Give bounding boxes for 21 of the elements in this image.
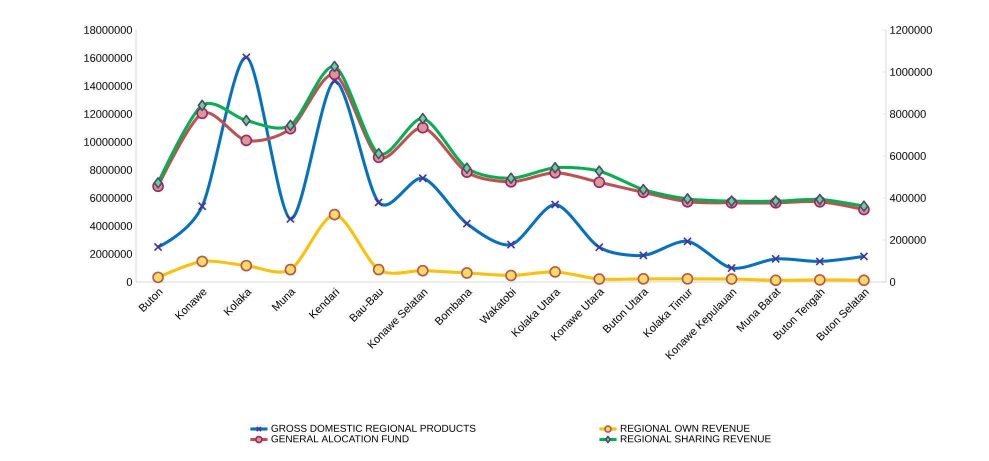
y2-tick-label: 400000 — [890, 194, 926, 202]
y-tick-label: 8000000 — [90, 166, 132, 174]
y-tick-label: 6000000 — [90, 194, 132, 202]
y2-tick-label: 1200000 — [890, 26, 932, 34]
legend-label: GROSS DOMESTIC REGIONAL PRODUCTS — [271, 424, 476, 432]
y2-tick-label: 1000000 — [890, 68, 932, 76]
legend-label: GENERAL ALOCATION FUND — [271, 435, 409, 442]
legend-label: REGIONAL SHARING REVENUE — [620, 435, 771, 442]
y-tick-label: 12000000 — [84, 110, 132, 118]
y-tick-label: 2000000 — [90, 250, 132, 258]
y2-tick-label: 0 — [890, 278, 896, 286]
y-tick-label: 14000000 — [84, 82, 132, 90]
y2-tick-label: 600000 — [890, 152, 926, 160]
y-tick-label: 18000000 — [84, 26, 132, 34]
y-tick-label: 0 — [126, 278, 132, 286]
y-tick-label: 16000000 — [84, 54, 132, 62]
y2-tick-label: 800000 — [890, 110, 926, 118]
y-tick-label: 4000000 — [90, 222, 132, 230]
legend-label: REGIONAL OWN REVENUE — [620, 424, 750, 432]
y-tick-label: 10000000 — [84, 138, 132, 146]
y2-tick-label: 200000 — [890, 236, 926, 244]
